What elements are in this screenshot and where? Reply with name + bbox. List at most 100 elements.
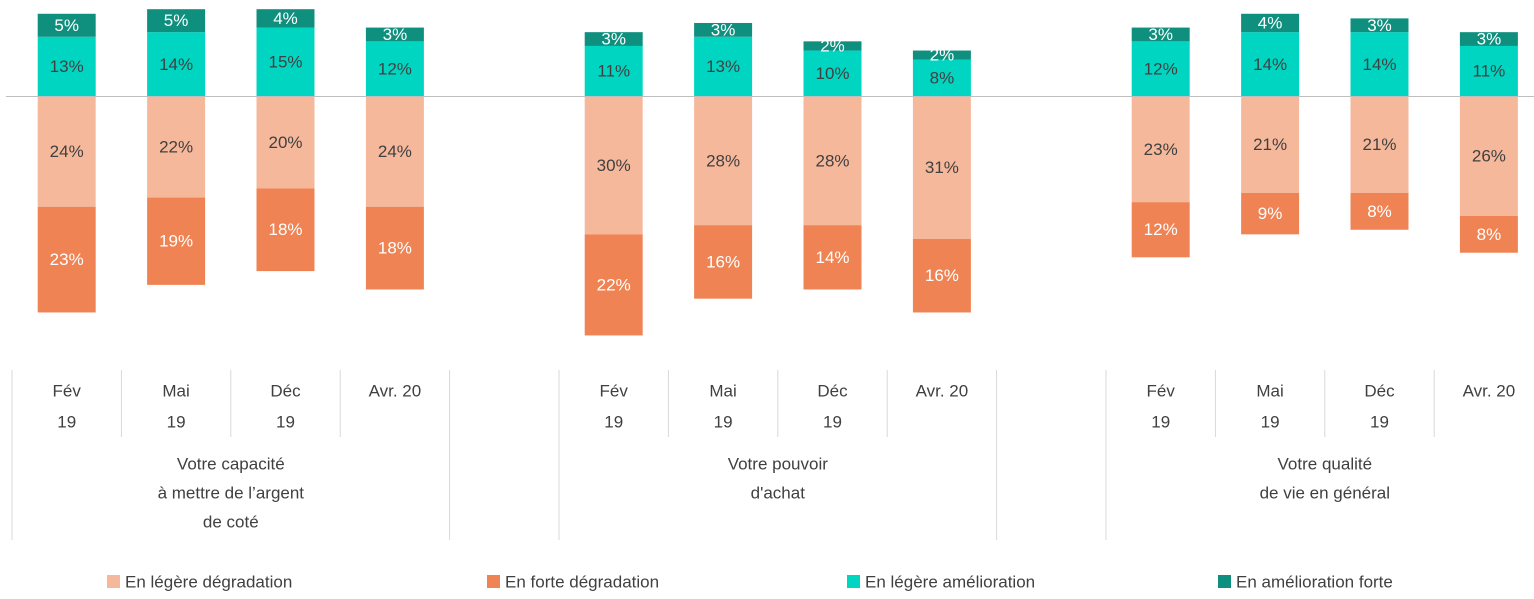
x-tick-label: Déc bbox=[1364, 381, 1395, 400]
bar-segment bbox=[1350, 96, 1409, 193]
value-label: 14% bbox=[1362, 55, 1396, 74]
bar-segment bbox=[1241, 32, 1300, 97]
value-label: 3% bbox=[383, 25, 408, 44]
bar-segment bbox=[584, 234, 643, 336]
bar-segment bbox=[365, 96, 424, 207]
legend-label: En légère amélioration bbox=[865, 572, 1035, 591]
legend-label: En forte dégradation bbox=[505, 572, 659, 591]
bar-segment bbox=[912, 96, 971, 239]
legend-swatch bbox=[1218, 575, 1231, 588]
value-label: 13% bbox=[50, 57, 84, 76]
bar-segment bbox=[1459, 215, 1518, 253]
bar-segment bbox=[147, 9, 206, 33]
bar-segment bbox=[1350, 18, 1409, 33]
value-label: 8% bbox=[1477, 225, 1502, 244]
value-label: 4% bbox=[1258, 13, 1283, 32]
value-label: 3% bbox=[1148, 25, 1173, 44]
x-tick-label: 19 bbox=[1261, 412, 1280, 431]
value-label: 24% bbox=[378, 142, 412, 161]
value-label: 22% bbox=[159, 138, 193, 157]
group-label: Votre pouvoir bbox=[728, 454, 829, 473]
bar-segment bbox=[912, 59, 971, 97]
bar-segment bbox=[1131, 27, 1190, 42]
bar-segment bbox=[147, 32, 206, 97]
bar-segment bbox=[365, 27, 424, 42]
bar-segment bbox=[256, 188, 315, 272]
x-tick-label: Fév bbox=[1147, 381, 1176, 400]
bar-segment bbox=[256, 96, 315, 189]
bar-segment bbox=[694, 225, 753, 299]
bar-segment bbox=[584, 45, 643, 97]
value-label: 3% bbox=[1367, 16, 1392, 35]
bar-segment bbox=[803, 50, 862, 97]
value-label: 3% bbox=[601, 30, 626, 49]
bar-segment bbox=[1459, 96, 1518, 216]
bar-segment bbox=[1131, 96, 1190, 203]
value-label: 9% bbox=[1258, 204, 1283, 223]
bar-segment bbox=[1131, 41, 1190, 97]
value-label: 28% bbox=[706, 151, 740, 170]
value-label: 8% bbox=[930, 69, 955, 88]
value-label: 18% bbox=[378, 239, 412, 258]
bar-segment bbox=[1131, 202, 1190, 258]
value-label: 5% bbox=[54, 16, 79, 35]
bar-segment bbox=[365, 41, 424, 97]
value-label: 16% bbox=[925, 266, 959, 285]
bar-segment bbox=[256, 27, 315, 97]
value-label: 14% bbox=[815, 248, 849, 267]
value-label: 12% bbox=[1144, 59, 1178, 78]
value-label: 18% bbox=[268, 220, 302, 239]
value-label: 3% bbox=[711, 20, 736, 39]
group-label: à mettre de l’argent bbox=[158, 483, 305, 502]
bar-segment bbox=[365, 206, 424, 290]
bar-segment bbox=[912, 50, 971, 60]
bar-segment bbox=[803, 225, 862, 290]
bar-segment bbox=[1350, 192, 1409, 230]
value-label: 21% bbox=[1362, 135, 1396, 154]
x-tick-label: 19 bbox=[57, 412, 76, 431]
value-label: 26% bbox=[1472, 147, 1506, 166]
value-label: 11% bbox=[1473, 62, 1506, 81]
x-tick-label: Mai bbox=[1256, 381, 1283, 400]
value-label: 15% bbox=[268, 53, 302, 72]
bar-segment bbox=[1241, 96, 1300, 193]
value-label: 13% bbox=[706, 57, 740, 76]
value-label: 2% bbox=[930, 46, 955, 65]
x-tick-label: 19 bbox=[167, 412, 186, 431]
bar-segment bbox=[37, 96, 96, 207]
legend-swatch bbox=[487, 575, 500, 588]
value-label: 23% bbox=[50, 250, 84, 269]
value-label: 20% bbox=[268, 133, 302, 152]
bar-segment bbox=[37, 36, 96, 97]
value-label: 14% bbox=[1253, 55, 1287, 74]
value-label: 10% bbox=[815, 64, 849, 83]
bar-segment bbox=[147, 96, 206, 198]
value-label: 5% bbox=[164, 11, 189, 30]
legend-label: En amélioration forte bbox=[1236, 572, 1393, 591]
group-label: d'achat bbox=[751, 483, 806, 502]
bar-segment bbox=[1241, 192, 1300, 235]
value-label: 19% bbox=[159, 232, 193, 251]
x-tick-label: Déc bbox=[817, 381, 848, 400]
group-label: Votre capacité bbox=[177, 454, 285, 473]
value-label: 3% bbox=[1477, 30, 1502, 49]
legend-label: En légère dégradation bbox=[125, 572, 292, 591]
x-tick-label: Déc bbox=[270, 381, 301, 400]
value-label: 31% bbox=[925, 158, 959, 177]
bar-segment bbox=[256, 9, 315, 28]
value-label: 23% bbox=[1144, 140, 1178, 159]
value-label: 12% bbox=[378, 59, 412, 78]
bar-segment bbox=[803, 41, 862, 51]
value-label: 14% bbox=[159, 55, 193, 74]
bar-segment bbox=[1459, 45, 1518, 97]
value-label: 12% bbox=[1144, 220, 1178, 239]
value-label: 22% bbox=[597, 275, 631, 294]
x-tick-label: Mai bbox=[162, 381, 189, 400]
bar-segment bbox=[37, 206, 96, 313]
bar-segment bbox=[1241, 13, 1300, 33]
x-tick-label: Fév bbox=[600, 381, 629, 400]
bar-segment bbox=[584, 32, 643, 46]
x-tick-label: 19 bbox=[823, 412, 842, 431]
value-label: 11% bbox=[597, 62, 630, 81]
x-tick-label: 19 bbox=[714, 412, 733, 431]
